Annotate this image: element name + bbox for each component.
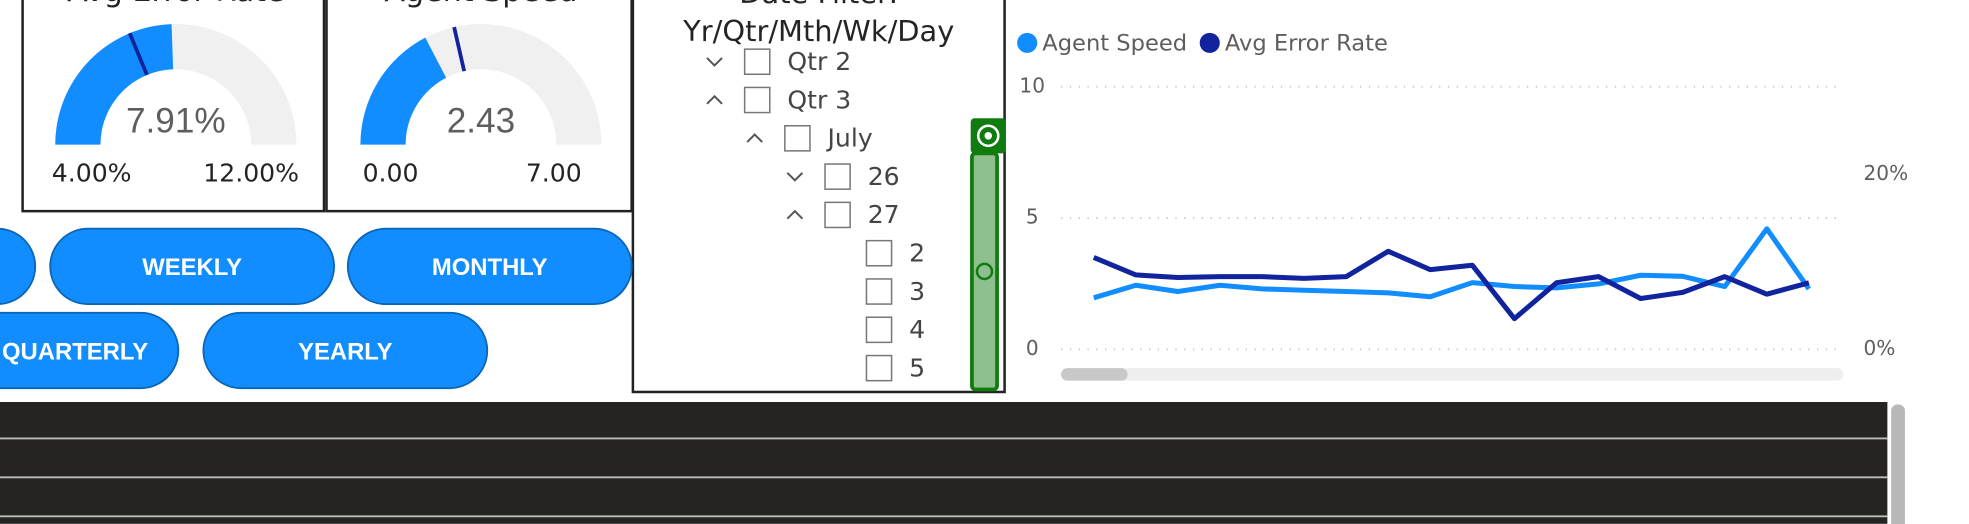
gauge-min: 0.00 (363, 159, 419, 188)
expand-chevron[interactable] (706, 57, 723, 67)
y-tick-label: 0 (1026, 336, 1039, 360)
gauge-title: Avg Error Rate (67, 0, 284, 9)
button-label[interactable]: YEARLY (298, 338, 393, 365)
button-label[interactable]: WEEKLY (142, 254, 242, 281)
slicer-item[interactable]: 2 (909, 238, 925, 267)
button-label[interactable]: QUARTERLY (2, 338, 148, 365)
y2-tick-label: 0% (1864, 336, 1896, 360)
checkbox[interactable] (865, 239, 893, 267)
y2-tick-label: 20% (1864, 161, 1909, 185)
button[interactable] (0, 311, 180, 390)
button-label[interactable]: MONTHLY (432, 254, 548, 281)
checkbox[interactable] (743, 48, 771, 76)
gauge-title: Agent Speed (384, 0, 577, 9)
checkbox[interactable] (784, 124, 811, 152)
legend-label: Agent Speed (1042, 31, 1187, 57)
gauge-min: 4.00% (52, 159, 132, 188)
table-scrollbar[interactable] (1891, 404, 1905, 524)
button[interactable] (0, 227, 37, 305)
checkbox[interactable] (824, 163, 851, 190)
chart-scroll-thumb[interactable] (1061, 368, 1128, 381)
y-tick-label: 10 (1019, 73, 1045, 97)
checkbox[interactable] (865, 316, 893, 344)
expand-chevron[interactable] (746, 133, 763, 143)
y-tick-label: 5 (1026, 205, 1039, 229)
slicer-item[interactable]: July (826, 124, 873, 153)
button[interactable] (49, 227, 335, 306)
slicer-item[interactable]: 5 (909, 353, 925, 382)
gauge-frame (21, 0, 326, 213)
expand-chevron[interactable] (706, 94, 723, 105)
gauge-target (127, 32, 149, 76)
slicer-item[interactable]: 26 (868, 162, 900, 191)
focus-icon-ring (976, 124, 1000, 148)
gauge-target (452, 26, 467, 72)
checkbox[interactable] (743, 86, 771, 114)
series-line (1093, 226, 1811, 301)
gauge-fill (360, 37, 447, 145)
checkbox[interactable] (865, 354, 893, 382)
gauge-max: 12.00% (203, 159, 299, 188)
button[interactable] (202, 311, 489, 390)
gauge-max: 7.00 (526, 159, 582, 188)
chart-scrollbar[interactable] (1061, 368, 1844, 381)
slicer-title: Yr/Qtr/Mth/Wk/Day (682, 14, 954, 48)
slicer-frame (631, 0, 1006, 394)
focus-icon-dot (984, 132, 993, 140)
gauge-value: 2.43 (447, 102, 515, 141)
slicer-item[interactable]: 4 (909, 315, 925, 344)
gauge-fill (55, 24, 174, 145)
legend-label: Avg Error Rate (1225, 31, 1388, 57)
slicer-item[interactable]: Qtr 2 (787, 47, 851, 76)
expand-chevron[interactable] (786, 172, 804, 182)
checkbox[interactable] (865, 278, 893, 305)
expand-chevron[interactable] (786, 209, 804, 220)
table-area (0, 402, 1888, 524)
button[interactable] (346, 227, 633, 306)
series-line (1092, 248, 1810, 322)
slicer-item[interactable]: 27 (868, 200, 900, 229)
slicer-item[interactable]: 3 (909, 277, 925, 306)
slicer-title: Date Filter: (739, 0, 898, 10)
scroll-handle (975, 262, 994, 281)
legend-marker (1017, 32, 1038, 53)
slicer-item[interactable]: Qtr 3 (787, 85, 851, 114)
gauge-value: 7.91% (126, 102, 226, 141)
checkbox[interactable] (824, 201, 851, 229)
legend-marker (1199, 32, 1220, 53)
